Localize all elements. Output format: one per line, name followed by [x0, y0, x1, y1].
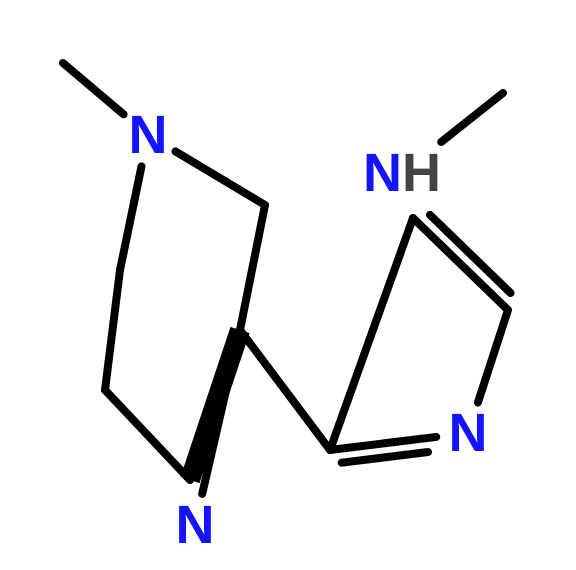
bond-C11-C12-inner [430, 215, 511, 293]
bond-N4-C5 [63, 63, 124, 114]
bond-N10-C11 [478, 310, 508, 403]
bond-N13-C14 [441, 93, 503, 142]
bond-C9-N10-outer [330, 437, 436, 450]
atoms-layer: N N N NH [129, 105, 488, 555]
bond-C6-C7 [240, 205, 265, 330]
atom-N13: NH [363, 143, 441, 203]
bond-C7-C9 [240, 330, 330, 450]
bond-C11-C12-outer [413, 218, 508, 310]
atom-N8: N [176, 495, 215, 555]
molecule-diagram: N N N NH [0, 0, 576, 570]
bond-C9-N10-inner [342, 452, 428, 463]
bond-C2-C3 [105, 270, 120, 390]
bond-C1-C2 [105, 390, 190, 480]
bond-N4-C6 [175, 151, 265, 205]
atom-N10: N [449, 403, 488, 463]
bond-C3-N4 [120, 166, 142, 270]
bond-C12-N13 [413, 218, 414, 222]
atom-N4: N [129, 105, 168, 165]
bond-C12-C9 [330, 218, 413, 450]
